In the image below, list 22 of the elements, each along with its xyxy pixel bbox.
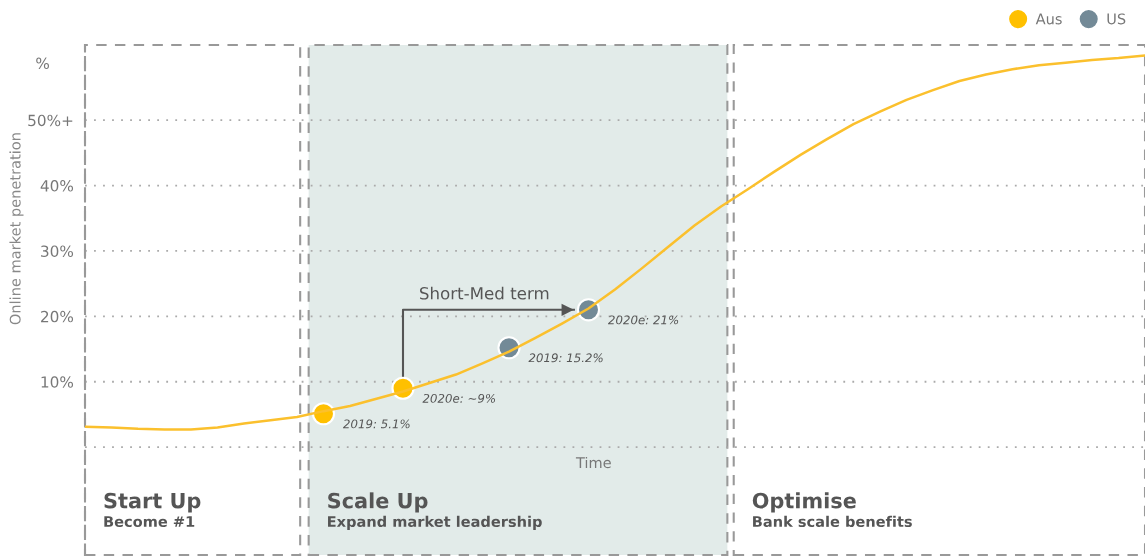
annotation: Short-Med term xyxy=(420,286,549,300)
y-tick-label: 50%+ xyxy=(28,114,73,127)
line-series xyxy=(85,54,1145,431)
y-tick-label: 20% xyxy=(41,310,74,323)
data-label: 2019: 15.2% xyxy=(528,353,603,363)
annotation: Scale Up xyxy=(328,492,428,513)
y-tick-label: 40% xyxy=(40,180,74,192)
legend-label: Aus xyxy=(1035,13,1062,25)
y-tick-label: 30% xyxy=(41,245,74,257)
text: % xyxy=(36,57,50,70)
y-axis-title: Online market penetration xyxy=(9,133,24,325)
x-axis-title: Time xyxy=(575,456,611,469)
data-label: 2020e: ~9% xyxy=(422,393,496,403)
annotation: Expand market leadership xyxy=(328,515,542,530)
data-label: 2019: 5.1% xyxy=(342,419,410,429)
annotation: Optimise xyxy=(752,492,856,513)
legend-label: US xyxy=(1107,13,1126,25)
annotation: Become #1 xyxy=(104,516,195,528)
y-tick-label: 10% xyxy=(41,376,74,388)
annotation: Start Up xyxy=(104,492,201,513)
data-label: 2020e: 21% xyxy=(607,315,679,325)
annotation: Bank scale benefits xyxy=(753,515,912,528)
